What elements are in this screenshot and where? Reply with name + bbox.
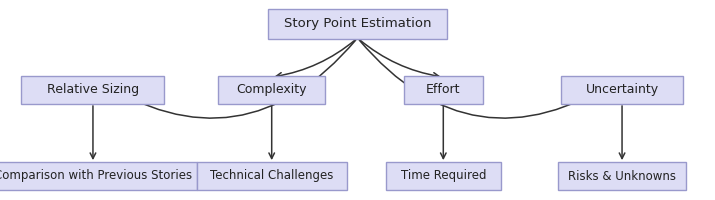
Text: Story Point Estimation: Story Point Estimation bbox=[284, 18, 431, 30]
FancyBboxPatch shape bbox=[268, 9, 447, 39]
Text: Uncertainty: Uncertainty bbox=[586, 83, 659, 96]
FancyBboxPatch shape bbox=[558, 162, 686, 190]
Text: Comparison with Previous Stories: Comparison with Previous Stories bbox=[0, 170, 192, 182]
FancyBboxPatch shape bbox=[404, 76, 483, 104]
Text: Complexity: Complexity bbox=[237, 83, 307, 96]
FancyBboxPatch shape bbox=[0, 162, 197, 190]
FancyBboxPatch shape bbox=[218, 76, 325, 104]
Text: Time Required: Time Required bbox=[400, 170, 486, 182]
Text: Risks & Unknowns: Risks & Unknowns bbox=[568, 170, 676, 182]
FancyBboxPatch shape bbox=[197, 162, 347, 190]
FancyBboxPatch shape bbox=[21, 76, 164, 104]
Text: Relative Sizing: Relative Sizing bbox=[47, 83, 139, 96]
Text: Technical Challenges: Technical Challenges bbox=[210, 170, 333, 182]
FancyBboxPatch shape bbox=[386, 162, 500, 190]
FancyBboxPatch shape bbox=[561, 76, 683, 104]
Text: Effort: Effort bbox=[426, 83, 460, 96]
